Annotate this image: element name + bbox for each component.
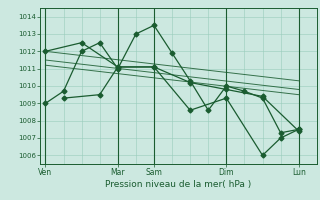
X-axis label: Pression niveau de la mer( hPa ): Pression niveau de la mer( hPa ) [105,180,252,189]
